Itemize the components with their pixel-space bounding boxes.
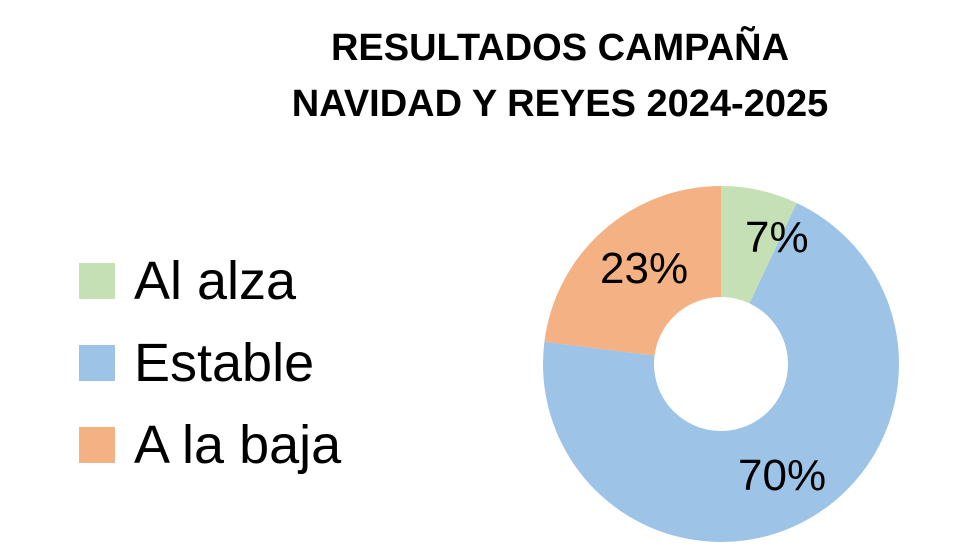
legend-label: A la baja	[134, 415, 342, 475]
legend-item-a-la-baja: A la baja	[79, 404, 341, 486]
slice-estable	[543, 202, 899, 542]
legend-swatch-a-la-baja	[79, 427, 115, 463]
legend-swatch-al-alza	[79, 263, 115, 299]
slice-label-estable: 70%	[738, 451, 826, 500]
legend-label: Al alza	[134, 251, 297, 311]
chart-title: RESULTADOS CAMPAÑA NAVIDAD Y REYES 2024-…	[200, 20, 920, 132]
chart-legend: Al alza Estable A la baja	[79, 240, 341, 486]
legend-item-al-alza: Al alza	[79, 240, 341, 322]
slice-label-a-la-baja: 23%	[600, 244, 688, 293]
slice-a-la-baja	[544, 186, 721, 356]
legend-swatch-estable	[79, 345, 115, 381]
legend-label: Estable	[134, 333, 315, 393]
slice-al-alza	[721, 186, 797, 304]
slice-label-al-alza: 7%	[745, 213, 809, 262]
legend-item-estable: Estable	[79, 322, 341, 404]
chart-title-line-1: RESULTADOS CAMPAÑA	[330, 27, 790, 69]
donut-slices	[543, 186, 899, 542]
chart-title-line-2: NAVIDAD Y REYES 2024-2025	[291, 83, 829, 125]
